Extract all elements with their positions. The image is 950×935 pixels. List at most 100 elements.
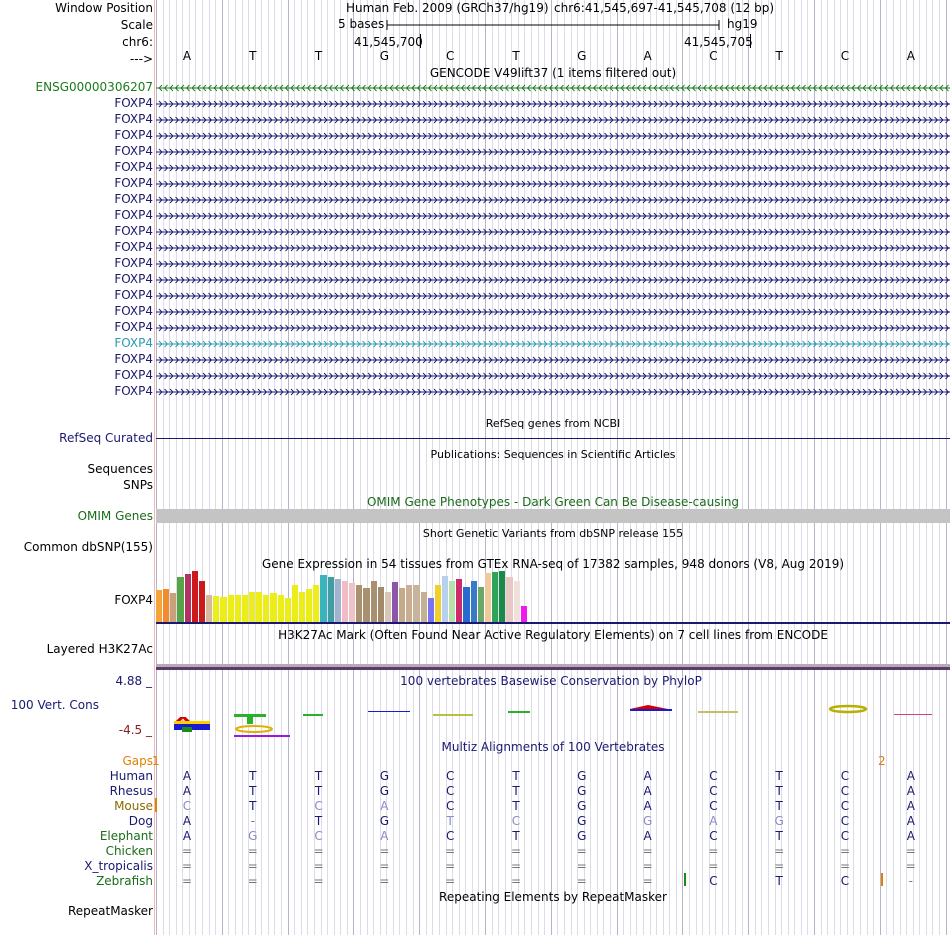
omim-label[interactable]: OMIM Genes [77, 509, 153, 523]
gtex-tissue-bar[interactable] [191, 571, 198, 623]
gtex-tissue-bar[interactable] [513, 581, 520, 623]
gene-foxp4-line[interactable] [156, 353, 950, 367]
gtex-tissue-bar[interactable] [349, 583, 356, 623]
gene-ensg-line[interactable] [156, 81, 950, 95]
gtex-tissue-bar[interactable] [334, 579, 341, 623]
gene-foxp4-label[interactable]: FOXP4 [114, 144, 153, 158]
gtex-tissue-bar[interactable] [299, 591, 306, 623]
gene-foxp4-label[interactable]: FOXP4 [114, 208, 153, 222]
gtex-tissue-bar[interactable] [327, 577, 334, 623]
multiz-title[interactable]: Multiz Alignments of 100 Vertebrates [441, 740, 665, 754]
gtex-tissue-bar[interactable] [506, 577, 513, 623]
gene-foxp4-label[interactable]: FOXP4 [114, 352, 153, 366]
gene-foxp4-line[interactable] [156, 337, 950, 351]
gene-foxp4-line[interactable] [156, 369, 950, 383]
gtex-tissue-bar[interactable] [220, 597, 227, 623]
gene-foxp4-label[interactable]: FOXP4 [114, 368, 153, 382]
multiz-alignment[interactable]: Human A T T G C T G A C T C A Rhesus A T T G C T G A C T C A Mouse… [0, 769, 950, 889]
gene-ensg-label[interactable]: ENSG00000306207 [35, 80, 153, 94]
gene-foxp4-label[interactable]: FOXP4 [114, 336, 153, 350]
gtex-tissue-bar[interactable] [499, 571, 506, 623]
gene-foxp4-label[interactable]: FOXP4 [114, 160, 153, 174]
conservation-logos[interactable]: A [156, 696, 950, 742]
gtex-tissue-bar[interactable] [213, 595, 220, 623]
species-label[interactable]: Elephant [99, 829, 153, 843]
gtex-tissue-bar[interactable] [227, 594, 234, 623]
gene-foxp4-line[interactable] [156, 145, 950, 159]
gene-foxp4-line[interactable] [156, 289, 950, 303]
gtex-tissue-bar[interactable] [363, 587, 370, 623]
species-label[interactable]: X_tropicalis [84, 859, 153, 873]
gene-foxp4-line[interactable] [156, 241, 950, 255]
species-label[interactable]: Zebrafish [96, 874, 153, 888]
gene-foxp4-line[interactable] [156, 305, 950, 319]
gene-foxp4-label[interactable]: FOXP4 [114, 304, 153, 318]
gtex-tissue-bar[interactable] [470, 581, 477, 623]
gtex-tissue-bar[interactable] [420, 591, 427, 623]
gtex-tissue-bar[interactable] [256, 591, 263, 623]
publications-label-sequences[interactable]: Sequences [87, 462, 153, 476]
gene-foxp4-label[interactable]: FOXP4 [114, 176, 153, 190]
species-label[interactable]: Human [109, 769, 153, 783]
gene-foxp4-label[interactable]: FOXP4 [114, 240, 153, 254]
gtex-tissue-bar[interactable] [391, 582, 399, 623]
gtex-tissue-bar[interactable] [291, 584, 299, 623]
gtex-tissue-bar[interactable] [198, 581, 206, 623]
gene-foxp4-label[interactable]: FOXP4 [114, 384, 153, 398]
repeatmasker-label[interactable]: RepeatMasker [67, 904, 153, 918]
refseq-title[interactable]: RefSeq genes from NCBI [485, 417, 621, 430]
gene-foxp4-line[interactable] [156, 97, 950, 111]
gtex-tissue-bar[interactable] [377, 586, 384, 623]
gtex-tissue-bar[interactable] [341, 581, 349, 623]
gene-foxp4-label[interactable]: FOXP4 [114, 224, 153, 238]
gtex-tissue-bar[interactable] [370, 581, 377, 623]
gene-foxp4-label[interactable]: FOXP4 [114, 192, 153, 206]
gene-foxp4-line[interactable] [156, 273, 950, 287]
gene-foxp4-label[interactable]: FOXP4 [114, 96, 153, 110]
gtex-tissue-bar[interactable] [163, 588, 170, 623]
gene-foxp4-line[interactable] [156, 209, 950, 223]
gene-foxp4-label[interactable]: FOXP4 [114, 320, 153, 334]
refseq-line[interactable] [156, 438, 950, 439]
publications-label-snps[interactable]: SNPs [123, 478, 153, 492]
gtex-tissue-bar[interactable] [177, 577, 184, 623]
gtex-tissue-bar[interactable] [484, 573, 492, 623]
species-label[interactable]: Rhesus [109, 784, 153, 798]
gtex-tissue-bar[interactable] [492, 572, 499, 623]
refseq-label[interactable]: RefSeq Curated [59, 431, 153, 445]
gtex-tissue-bar[interactable] [270, 592, 277, 623]
dbsnp-title[interactable]: Short Genetic Variants from dbSNP releas… [422, 527, 684, 540]
gtex-tissue-bar[interactable] [399, 587, 406, 623]
gtex-tissue-bar[interactable] [234, 594, 241, 623]
gtex-title[interactable]: Gene Expression in 54 tissues from GTEx … [261, 557, 845, 571]
gtex-tissue-bar[interactable] [406, 584, 413, 623]
gtex-tissue-bar[interactable] [384, 591, 391, 623]
omim-title[interactable]: OMIM Gene Phenotypes - Dark Green Can Be… [366, 495, 740, 509]
gtex-tissue-bar[interactable] [320, 575, 327, 623]
gtex-tissue-bar[interactable] [156, 589, 163, 623]
gtex-tissue-bar[interactable] [184, 574, 191, 623]
species-label[interactable]: Dog [128, 814, 153, 828]
gtex-label[interactable]: FOXP4 [114, 593, 153, 607]
gtex-tissue-bar[interactable] [170, 592, 177, 623]
gene-foxp4-label[interactable]: FOXP4 [114, 256, 153, 270]
gene-foxp4-label[interactable]: FOXP4 [114, 272, 153, 286]
gene-foxp4-line[interactable] [156, 161, 950, 175]
gene-foxp4-line[interactable] [156, 113, 950, 127]
conservation-label[interactable]: 100 Vert. Cons [10, 698, 99, 712]
gtex-tissue-bar[interactable] [413, 584, 420, 623]
gtex-tissue-bar[interactable] [313, 584, 320, 623]
omim-bar[interactable] [156, 509, 950, 523]
gtex-tissue-bar[interactable] [520, 606, 527, 623]
gene-foxp4-line[interactable] [156, 129, 950, 143]
publications-title[interactable]: Publications: Sequences in Scientific Ar… [430, 448, 676, 461]
gtex-tissue-bar[interactable] [442, 576, 449, 623]
gtex-tissue-bar[interactable] [248, 591, 256, 623]
gtex-tissue-bar[interactable] [449, 581, 456, 623]
gene-foxp4-label[interactable]: FOXP4 [114, 128, 153, 142]
species-label[interactable]: Mouse [114, 799, 153, 813]
conservation-title[interactable]: 100 vertebrates Basewise Conservation by… [400, 674, 702, 688]
gtex-tissue-bar[interactable] [463, 586, 470, 623]
gtex-chart[interactable] [156, 571, 556, 623]
gtex-tissue-bar[interactable] [277, 594, 284, 623]
